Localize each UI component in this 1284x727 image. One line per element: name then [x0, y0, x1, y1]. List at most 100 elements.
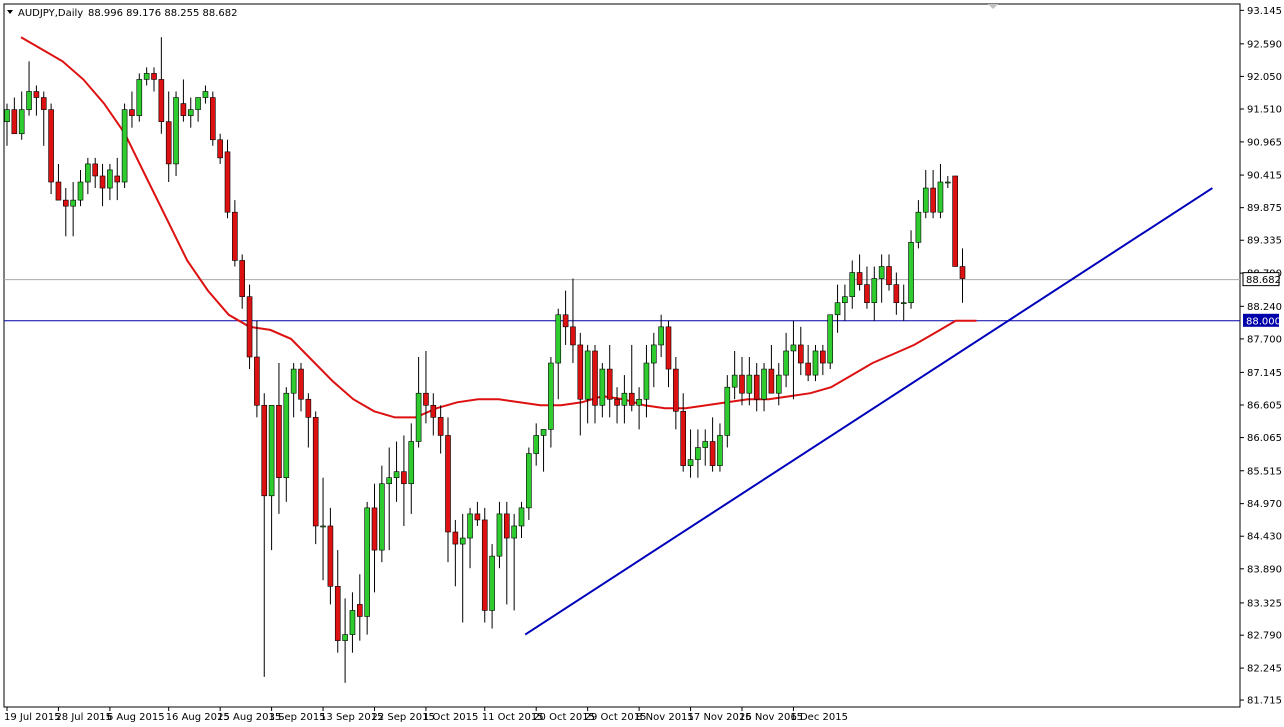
x-tick-label: 20 Oct 2015 — [533, 712, 595, 723]
y-tick-label: 83.890 — [1247, 564, 1282, 575]
x-tick-label: 11 Oct 2015 — [482, 712, 544, 723]
candle-body — [511, 525, 517, 539]
candle-body — [55, 181, 62, 201]
candle — [584, 344, 591, 424]
candle — [908, 230, 914, 309]
candle — [327, 507, 334, 605]
y-tick-label: 93.145 — [1247, 6, 1282, 17]
candle — [614, 387, 620, 424]
y-tick-label: 89.335 — [1247, 236, 1282, 247]
x-tick-label: 3 Sep 2015 — [269, 712, 326, 723]
candle-body — [959, 266, 966, 279]
candle-body — [290, 368, 297, 394]
candle-body — [908, 242, 914, 303]
candle — [401, 435, 407, 526]
ohlc-header: 88.996 89.176 88.255 88.682 — [88, 8, 238, 19]
x-tick-label: 19 Jul 2015 — [4, 712, 61, 723]
candle-body — [842, 296, 848, 303]
candle-body — [283, 392, 290, 478]
candle — [959, 248, 966, 303]
moving-average-line — [20, 36, 977, 419]
y-tick-label: 82.790 — [1247, 631, 1282, 642]
candle — [893, 272, 900, 315]
candle-body — [606, 368, 613, 400]
candle-body — [702, 441, 709, 448]
candle — [298, 363, 304, 412]
candle — [224, 139, 231, 219]
candle — [356, 574, 363, 641]
candle-body — [246, 296, 253, 358]
candle — [775, 363, 782, 406]
candle-body — [746, 374, 753, 394]
candle — [687, 429, 694, 478]
x-tick-label: 25 Aug 2015 — [217, 712, 281, 723]
y-tick-label: 89.875 — [1247, 203, 1282, 214]
candle-body — [224, 151, 231, 213]
candle — [849, 260, 856, 309]
candle — [665, 320, 672, 388]
candle — [342, 598, 348, 683]
candle — [415, 357, 422, 448]
candle — [217, 133, 223, 164]
candle — [18, 91, 25, 140]
candle — [746, 357, 753, 406]
candle — [673, 357, 679, 430]
candle — [805, 344, 811, 382]
candle — [48, 103, 54, 195]
candle — [195, 97, 201, 122]
candle — [915, 200, 922, 249]
candle-body — [11, 109, 18, 135]
candle — [210, 91, 216, 146]
level-price-badge — [1243, 313, 1279, 327]
plot-area — [3, 3, 1241, 708]
chart-shift-marker-icon[interactable] — [988, 4, 998, 9]
candle — [305, 393, 312, 448]
candle-body — [820, 350, 826, 364]
candle-body — [334, 586, 341, 641]
candle — [474, 501, 481, 526]
candle — [886, 254, 892, 291]
candle — [276, 363, 282, 514]
y-tick-label: 90.415 — [1247, 171, 1282, 182]
candle-body — [136, 79, 143, 116]
candle-body — [621, 392, 628, 406]
candle — [136, 73, 143, 122]
candle-body — [864, 284, 870, 303]
candle-body — [356, 604, 363, 617]
candle-body — [173, 97, 179, 165]
x-tick-label: 22 Sep 2015 — [372, 712, 435, 723]
candle — [761, 363, 767, 412]
candle-body — [628, 392, 635, 406]
candle — [4, 103, 10, 146]
candle — [364, 501, 370, 635]
candle-body — [415, 392, 422, 442]
candle — [503, 501, 510, 605]
candle-body — [944, 181, 951, 184]
candle — [33, 85, 40, 116]
y-tick-label: 86.605 — [1247, 400, 1282, 411]
candle-body — [790, 344, 797, 352]
candle-body — [452, 531, 459, 545]
candle — [643, 344, 650, 418]
candle — [864, 266, 870, 309]
candle — [489, 544, 495, 629]
candle — [379, 465, 385, 563]
candle-body — [158, 79, 165, 122]
dropdown-arrow-icon[interactable] — [7, 10, 13, 14]
candle-body — [320, 525, 326, 528]
candle — [944, 175, 951, 189]
y-tick-label: 91.510 — [1247, 104, 1282, 115]
chart-title: AUDJPY,Daily — [18, 8, 83, 19]
x-tick-label: 28 Jul 2015 — [55, 712, 112, 723]
candle — [334, 550, 341, 653]
candle — [239, 254, 245, 309]
candle-body — [636, 398, 642, 406]
candle-body — [856, 272, 863, 285]
candle-body — [886, 266, 892, 285]
candle-body — [401, 471, 407, 485]
candle-body — [254, 356, 260, 406]
candle-body — [753, 374, 760, 400]
candle-body — [481, 519, 488, 611]
candle — [922, 169, 929, 219]
candle — [724, 375, 731, 448]
